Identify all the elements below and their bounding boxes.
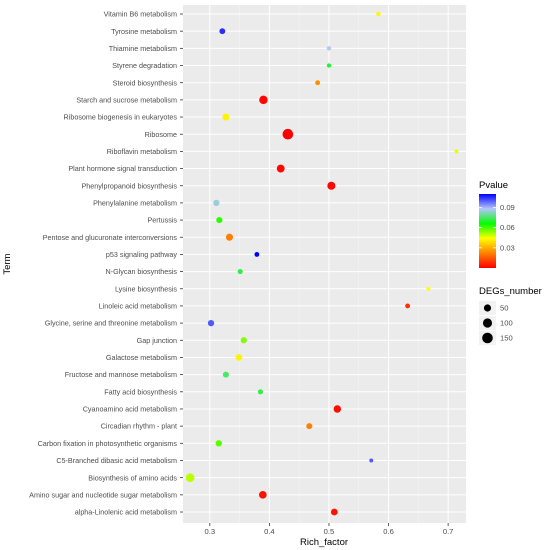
pvalue-legend-title: Pvalue [479, 180, 508, 191]
term-label: Pentose and glucuronate interconversions [43, 233, 178, 242]
data-point [259, 95, 268, 105]
degs-legend-title: DEGs_number [479, 286, 542, 297]
data-point [185, 473, 195, 482]
x-tick-labels: 0.3 0.4 0.5 0.6 0.7 [205, 523, 454, 536]
data-point [326, 46, 332, 51]
term-label: Circadian rhythm - plant [101, 422, 177, 431]
colorbar-tick-label: 0.09 [500, 203, 515, 212]
pvalue-colorbar [479, 194, 496, 268]
term-label: Phenylpropanoid biosynthesis [82, 181, 178, 190]
term-label: Thiamine metabolism [109, 44, 177, 53]
data-points [185, 11, 459, 516]
data-point [207, 319, 215, 327]
term-label: Galactose metabolism [106, 353, 177, 362]
data-point [405, 303, 411, 309]
term-label: Linoleic acid metabolism [99, 302, 177, 311]
plot-panel [183, 5, 466, 523]
term-label: N-Glycan biosynthesis [105, 267, 177, 276]
term-label: Gap junction [137, 336, 177, 345]
data-point [306, 423, 313, 430]
term-labels: Vitamin B6 metabolism Tyrosine metabolism… [29, 10, 183, 517]
term-label: p53 signaling pathway [106, 250, 178, 259]
term-label: Biosynthesis of amino acids [88, 473, 177, 482]
term-label: Lysine biosynthesis [115, 284, 177, 293]
data-point [213, 199, 220, 207]
x-tick-label: 0.4 [264, 527, 275, 536]
term-label: Cyanoamino acid metabolism [83, 405, 177, 414]
term-label: Steroid biosynthesis [113, 78, 178, 87]
x-tick-label: 0.6 [383, 527, 394, 536]
term-label: Phenylalanine metabolism [93, 198, 177, 207]
x-tick-label: 0.5 [324, 527, 335, 536]
data-point [257, 389, 264, 395]
pvalue-legend-ticks: 0.09 0.06 0.03 [479, 203, 515, 252]
data-point [222, 113, 230, 121]
data-point [240, 337, 247, 344]
data-point [216, 216, 223, 224]
term-label: Plant hormone signal transduction [68, 164, 177, 173]
term-label: Fructose and mannose metabolism [65, 370, 177, 379]
pvalue-legend: Pvalue 0.09 0.06 0.03 [479, 180, 515, 268]
data-point [254, 251, 260, 257]
data-point [426, 286, 431, 291]
term-label: Fatty acid biosynthesis [104, 387, 177, 396]
grid-lines [183, 5, 466, 523]
term-label: Tyrosine metabolism [111, 27, 177, 36]
term-label: Vitamin B6 metabolism [104, 10, 177, 19]
term-label: Starch and sucrose metabolism [76, 95, 177, 104]
term-label: Riboflavin metabolism [107, 147, 177, 156]
term-label: Pertussis [147, 216, 177, 225]
degs-legend-items: 50 100 150 [479, 301, 513, 345]
size-legend-label: 50 [500, 304, 508, 313]
size-legend-dot [482, 318, 493, 328]
data-point [276, 164, 285, 173]
term-label: Glycine, serine and threonine metabolism [45, 319, 177, 328]
data-point [333, 405, 342, 413]
degs-legend: DEGs_number 50 100 150 [479, 286, 542, 345]
size-legend-label: 100 [500, 319, 513, 328]
term-label: Styrene degradation [112, 61, 177, 70]
term-label: C5-Branched dibasic acid metabolism [56, 456, 177, 465]
x-tick-label: 0.7 [443, 527, 454, 536]
data-point [282, 128, 294, 140]
data-point [369, 458, 374, 463]
term-label: Amino sugar and nucleotide sugar metabol… [29, 490, 177, 499]
data-point [237, 269, 243, 275]
data-point [327, 181, 336, 190]
term-label: alpha-Linolenic acid metabolism [75, 508, 177, 517]
size-legend-label: 150 [500, 334, 513, 343]
data-point [330, 508, 338, 516]
size-legend-dot [483, 304, 492, 312]
data-point [376, 11, 381, 17]
data-point [215, 440, 222, 447]
x-tick-label: 0.3 [205, 527, 216, 536]
x-axis-title: Rich_factor [300, 537, 348, 548]
data-point [222, 371, 229, 378]
colorbar-tick-label: 0.06 [500, 223, 515, 232]
colorbar-tick-label: 0.03 [500, 243, 515, 252]
data-point [225, 233, 234, 241]
data-point [235, 354, 243, 361]
term-label: Ribosome [145, 130, 177, 139]
term-label: Ribosome biogenesis in eukaryotes [64, 113, 178, 122]
term-label: Carbon fixation in photosynthetic organi… [38, 439, 178, 448]
data-point [315, 80, 321, 86]
size-legend-dot [482, 332, 493, 344]
data-point [219, 28, 226, 35]
y-axis-title: Term [2, 253, 13, 274]
data-point [454, 149, 459, 154]
data-point [326, 63, 332, 68]
data-point [259, 490, 267, 499]
